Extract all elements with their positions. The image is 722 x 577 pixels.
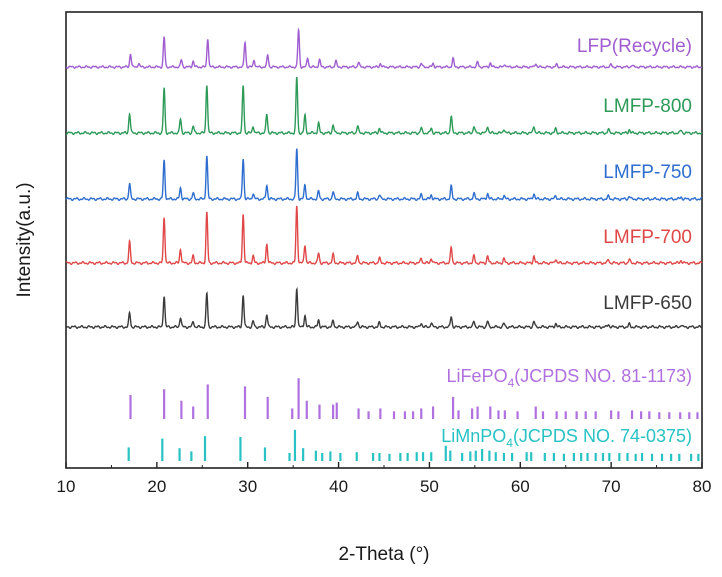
y-axis-label: Intensity(a.u.) (14, 182, 35, 297)
series-line (65, 205, 703, 266)
x-tick-label: 80 (693, 477, 712, 496)
x-axis: 10 20 30 40 50 60 70 80 (57, 462, 712, 496)
series-line (65, 27, 702, 69)
series-label: LMFP-750 (603, 162, 692, 183)
series-line (65, 286, 703, 330)
x-tick-label: 40 (329, 477, 348, 496)
x-tick-label: 10 (57, 477, 76, 496)
series-label: LMFP-800 (603, 96, 692, 117)
series-label: LMFP-650 (603, 293, 692, 314)
series-layer: LFP(Recycle) LMFP-800 LMFP-750 LMFP-700 LMFP… (65, 27, 703, 330)
series-label: LFP(Recycle) (577, 36, 692, 57)
reference-label: LiFePO4(JCPDS NO. 81-1173) (447, 366, 692, 390)
series-label: LMFP-700 (603, 227, 692, 248)
x-axis-label: 2-Theta (°) (338, 544, 429, 565)
x-tick-label: 50 (420, 477, 439, 496)
reference-layer: LiFePO4(JCPDS NO. 81-1173) LiMnPO4(JCPDS … (127, 366, 700, 461)
series-line (65, 148, 703, 202)
x-tick-label: 60 (511, 477, 530, 496)
x-tick-label: 20 (147, 477, 166, 496)
reference-label: LiMnPO4(JCPDS NO. 74-0375) (441, 426, 692, 450)
x-tick-label: 70 (602, 477, 621, 496)
x-tick-label: 30 (238, 477, 257, 496)
series-line (65, 76, 703, 136)
